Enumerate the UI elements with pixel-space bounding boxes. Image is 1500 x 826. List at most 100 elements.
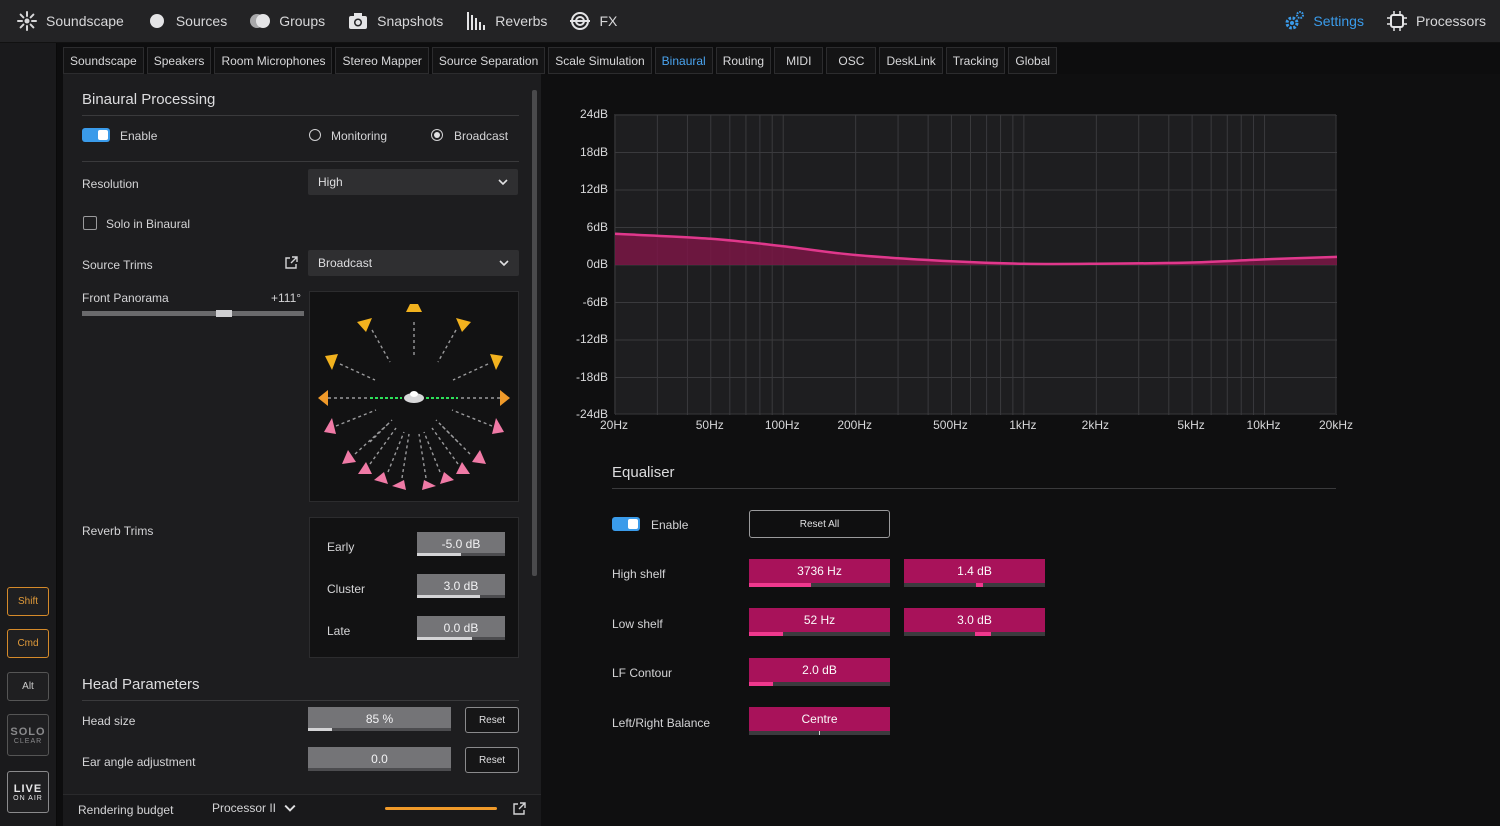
settings-tabs: Soundscape Speakers Room Microphones Ste… xyxy=(63,47,1058,74)
x-tick-label: 20Hz xyxy=(599,418,628,432)
tab-soundscape[interactable]: Soundscape xyxy=(63,47,144,74)
monitoring-label: Monitoring xyxy=(331,129,388,143)
ear-angle-field[interactable]: 0.0 xyxy=(308,747,451,771)
x-tick-label: 5kHz xyxy=(1177,418,1205,432)
front-panorama-slider[interactable] xyxy=(82,311,304,316)
field-bar-bg xyxy=(749,632,890,636)
divider xyxy=(82,115,519,116)
broadcast-label: Broadcast xyxy=(454,129,509,143)
tab-routing[interactable]: Routing xyxy=(715,47,772,74)
solo-clear-button[interactable]: SOLO CLEAR xyxy=(7,714,49,756)
binaural-processing-title: Binaural Processing xyxy=(82,91,216,108)
settings-gear-icon xyxy=(1285,11,1305,30)
tab-speakers[interactable]: Speakers xyxy=(146,47,212,74)
high-shelf-freq-value: 3736 Hz xyxy=(797,564,842,578)
shift-button[interactable]: Shift xyxy=(7,587,49,616)
nav-snapshots[interactable]: Snapshots xyxy=(336,0,454,43)
reverb-early-label: Early xyxy=(327,540,355,554)
tab-source-separation[interactable]: Source Separation xyxy=(431,47,546,74)
resolution-value: High xyxy=(318,175,343,189)
source-trims-select[interactable]: Broadcast xyxy=(308,250,519,276)
nav-reverbs[interactable]: Reverbs xyxy=(454,0,558,43)
reverb-early-field[interactable]: -5.0 dB xyxy=(417,532,505,556)
eq-reset-all-button[interactable]: Reset All xyxy=(749,510,890,538)
processor-value: Processor II xyxy=(212,801,277,815)
reverb-late-value: 0.0 dB xyxy=(443,621,479,635)
alt-button[interactable]: Alt xyxy=(7,672,49,701)
tab-tracking[interactable]: Tracking xyxy=(945,47,1006,74)
reverb-early-value: -5.0 dB xyxy=(441,537,481,551)
reverb-trims-box: Early -5.0 dB Cluster 3.0 dB Late 0.0 dB xyxy=(309,517,519,658)
processor-select[interactable]: Processor II xyxy=(212,801,296,815)
head-size-label: Head size xyxy=(82,714,136,728)
y-tick-label: -18dB xyxy=(575,369,608,384)
tab-stereo-mapper[interactable]: Stereo Mapper xyxy=(335,47,429,74)
nav-settings[interactable]: Settings xyxy=(1272,0,1375,43)
nav-groups[interactable]: Groups xyxy=(238,0,336,43)
solo-label: SOLO xyxy=(10,725,46,738)
sources-icon xyxy=(149,14,164,28)
binaural-enable-toggle[interactable] xyxy=(82,128,110,142)
external-link-icon[interactable] xyxy=(512,802,526,816)
panel-scrollbar[interactable] xyxy=(532,90,537,576)
left-sidebar: Shift Cmd Alt SOLO CLEAR LIVE ON AIR xyxy=(0,43,57,826)
y-tick-label: 6dB xyxy=(586,219,608,234)
front-panorama-slider-thumb[interactable] xyxy=(216,310,232,317)
reverb-cluster-label: Cluster xyxy=(327,582,366,596)
broadcast-radio[interactable] xyxy=(431,129,443,141)
tab-desklink[interactable]: DeskLink xyxy=(879,47,943,74)
solo-in-binaural-label: Solo in Binaural xyxy=(106,217,191,231)
reverb-cluster-field[interactable]: 3.0 dB xyxy=(417,574,505,598)
field-bar-bg xyxy=(308,728,451,731)
monitoring-radio[interactable] xyxy=(309,129,321,141)
low-shelf-freq-field[interactable]: 52 Hz xyxy=(749,608,890,636)
tab-osc[interactable]: OSC xyxy=(826,47,877,74)
nav-label: FX xyxy=(599,13,618,29)
lf-contour-field[interactable]: 2.0 dB xyxy=(749,658,890,686)
processor-chip-icon xyxy=(1386,11,1407,31)
groups-icon xyxy=(250,14,271,28)
lr-balance-center-marker xyxy=(819,731,820,735)
cmd-button[interactable]: Cmd xyxy=(7,629,49,658)
lf-contour-value: 2.0 dB xyxy=(802,663,837,677)
tab-room-microphones[interactable]: Room Microphones xyxy=(214,47,333,74)
reverb-cluster-value: 3.0 dB xyxy=(443,579,479,593)
solo-in-binaural-checkbox[interactable] xyxy=(83,216,97,230)
nav-sources[interactable]: Sources xyxy=(135,0,238,43)
eq-enable-label: Enable xyxy=(651,518,689,532)
tab-midi[interactable]: MIDI xyxy=(774,47,824,74)
divider xyxy=(82,161,519,162)
top-nav: Soundscape Sources Groups Snapshots Reve… xyxy=(0,0,1500,43)
low-shelf-freq-value: 52 Hz xyxy=(803,613,836,627)
reverb-late-field[interactable]: 0.0 dB xyxy=(417,616,505,640)
high-shelf-freq-fill xyxy=(749,583,812,587)
ear-angle-reset-button[interactable]: Reset xyxy=(465,747,519,773)
reverb-trims-label: Reverb Trims xyxy=(82,524,154,538)
external-link-icon[interactable] xyxy=(284,256,298,270)
reverb-late-label: Late xyxy=(327,624,351,638)
x-tick-label: 2kHz xyxy=(1081,418,1109,432)
nav-processors[interactable]: Processors xyxy=(1375,0,1500,43)
field-bar-bg xyxy=(904,583,1045,587)
lr-balance-field[interactable]: Centre xyxy=(749,707,890,735)
high-shelf-gain-field[interactable]: 1.4 dB xyxy=(904,559,1045,587)
nav-soundscape[interactable]: Soundscape xyxy=(0,0,135,43)
nav-fx[interactable]: FX xyxy=(558,0,628,43)
low-shelf-gain-field[interactable]: 3.0 dB xyxy=(904,608,1045,636)
tab-global[interactable]: Global xyxy=(1008,47,1058,74)
field-bar-bg xyxy=(904,632,1045,636)
eq-enable-toggle[interactable] xyxy=(612,517,640,531)
high-shelf-freq-field[interactable]: 3736 Hz xyxy=(749,559,890,587)
nav-label: Processors xyxy=(1415,13,1486,29)
x-tick-label: 200Hz xyxy=(837,418,872,432)
tab-scale-simulation[interactable]: Scale Simulation xyxy=(548,47,652,74)
tab-binaural[interactable]: Binaural xyxy=(654,47,713,74)
live-on-air-button[interactable]: LIVE ON AIR xyxy=(7,771,49,813)
head-size-reset-button[interactable]: Reset xyxy=(465,707,519,733)
resolution-select[interactable]: High xyxy=(308,169,518,195)
head-size-field[interactable]: 85 % xyxy=(308,707,451,731)
nav-label: Sources xyxy=(175,13,228,29)
fx-icon xyxy=(570,12,591,30)
eq-curve-fill xyxy=(615,233,1337,265)
rendering-budget-bar: Rendering budget Processor II xyxy=(63,794,541,826)
